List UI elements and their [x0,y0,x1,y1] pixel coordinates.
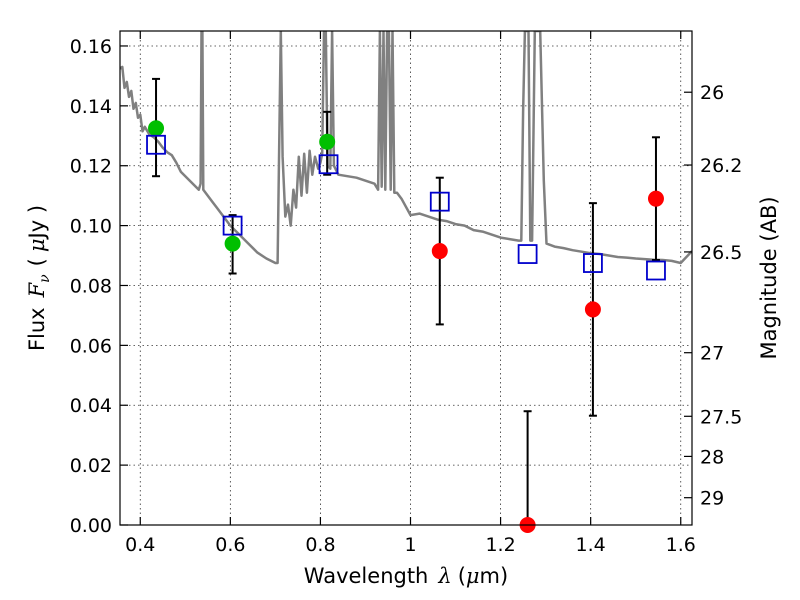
y2-tick-label: 27.5 [700,406,742,428]
y-axis-label-text: Flux [25,307,49,351]
x-tick-label: 1.6 [666,534,696,556]
x-tick-label: 1 [404,534,416,556]
y2-tick-label: 28 [700,446,724,468]
data-point [148,120,165,137]
x-tick-label: 0.8 [305,534,335,556]
y-axis-label-unit-mu: μ [25,238,49,252]
x-axis-label-symbol: λ [437,564,451,588]
model-spectrum-line [120,31,692,265]
plot-area [120,31,692,265]
y-tick-label: 0.12 [70,156,112,178]
x-tick-label: 0.6 [215,534,245,556]
data-point [584,301,601,318]
y-axis-label-subscript: ν [37,274,53,283]
model-band-marker [146,134,166,155]
model-band-marker [318,154,339,175]
y-tick-label: 0.06 [70,335,112,357]
y-axis-label-unit-open: ( [25,258,49,266]
data-point [431,243,448,260]
model-band-marker [222,215,243,236]
model-band-marker [646,260,666,281]
y2-tick-label: 27 [700,343,724,365]
y-axis-label-unit-close: Jy ) [25,205,49,241]
y2-tick-label: 29 [700,488,724,510]
y2-tick-label: 26.2 [700,155,742,177]
model-band-marker [429,191,450,212]
x-axis-label: Wavelength λ (μm) [304,564,508,588]
y-tick-label: 0.16 [70,36,112,58]
x-tick-label: 0.4 [125,534,155,556]
x-axis-label-unit-open: ( [458,564,466,588]
x-axis-label-unit-close: m) [480,564,509,588]
x-axis-label-unit-mu: μ [466,564,480,588]
y2-axis-label: Magnitude (AB) [757,196,781,359]
model-band-marker [517,244,538,264]
y-tick-label: 0.02 [70,455,112,477]
y-tick-label: 0.00 [70,515,112,537]
y2-tick-label: 26.5 [700,242,742,264]
data-point [319,133,336,150]
y-tick-label: 0.14 [70,96,112,118]
data-point [647,190,664,207]
y-tick-label: 0.04 [70,395,112,417]
data-point [224,235,241,252]
x-tick-label: 1.4 [576,534,606,556]
data-markers [146,77,666,533]
y-tick-label: 0.08 [70,275,112,297]
axis-ticks: 0.4 0.6 0.8 1 1.2 1.4 1.6 0.00 0.02 0.04 0.06 0.08 0… [70,31,742,556]
y-axis-label: Flux Fν ( μJy ) [25,205,53,351]
x-axis-label-text: Wavelength [304,564,429,588]
plot-frame [119,30,693,526]
y2-tick-label: 26 [700,82,724,104]
y-tick-label: 0.10 [70,216,112,238]
y-axis-label-symbol: F [25,281,49,298]
model-band-marker [583,253,603,273]
x-tick-label: 1.2 [485,534,515,556]
